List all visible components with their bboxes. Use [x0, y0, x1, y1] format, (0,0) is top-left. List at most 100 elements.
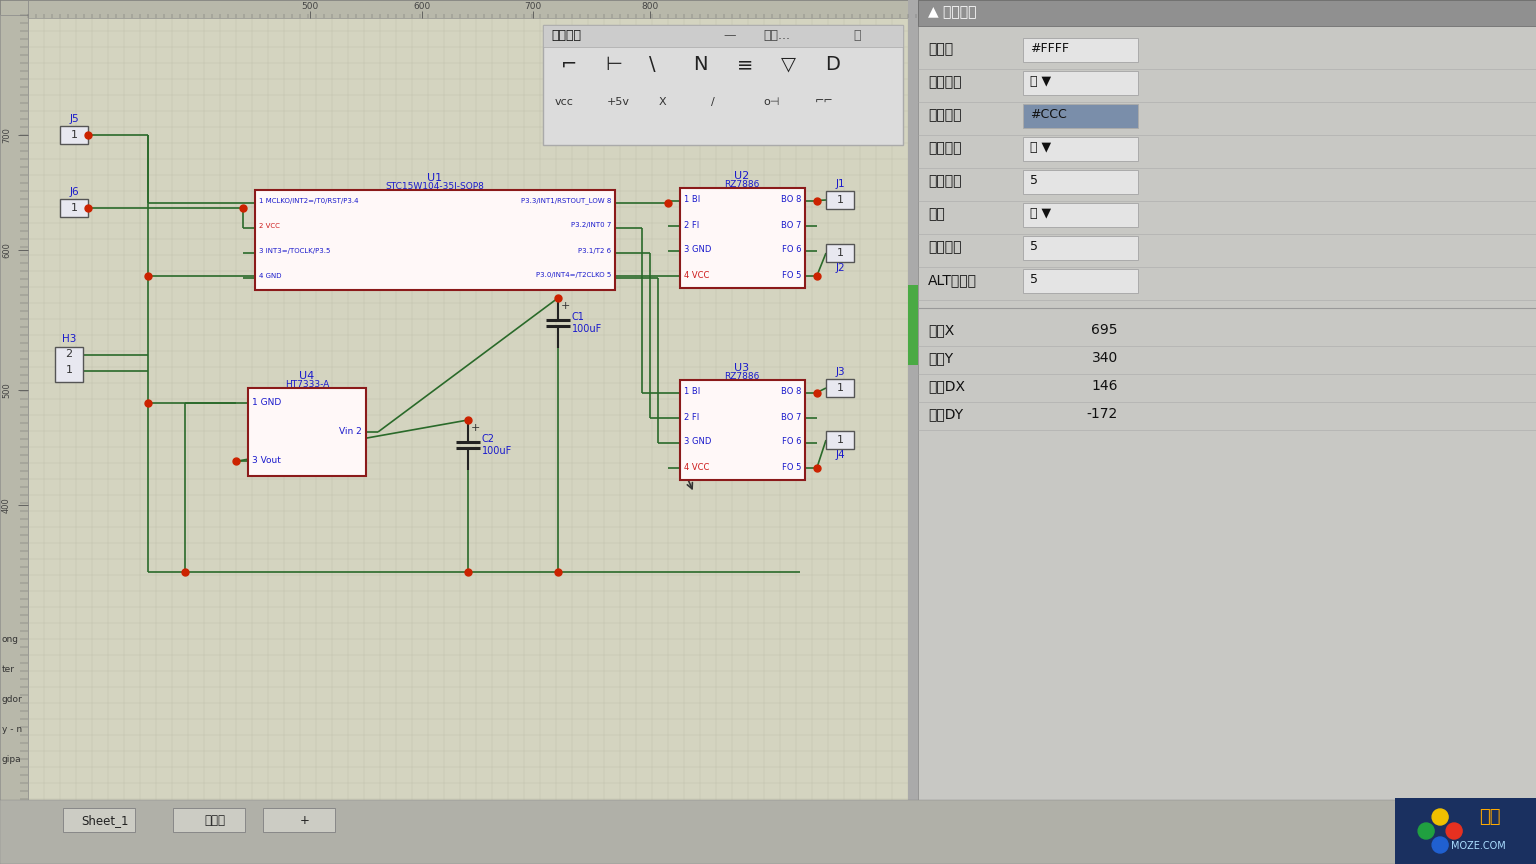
Text: MOZE.COM: MOZE.COM [1452, 841, 1507, 851]
Text: FO 5: FO 5 [782, 270, 800, 279]
Text: RZ7886: RZ7886 [725, 180, 760, 189]
Bar [680, 188, 805, 288]
Text: J3: J3 [836, 367, 845, 377]
Bar [60, 126, 88, 144]
Text: U2: U2 [734, 171, 750, 181]
Text: P3.3/INT1/RSTOUT_LOW 8: P3.3/INT1/RSTOUT_LOW 8 [521, 198, 611, 204]
Text: 网格大小: 网格大小 [928, 174, 962, 188]
Text: 400: 400 [2, 497, 11, 513]
Text: U1: U1 [427, 173, 442, 183]
Bar [60, 199, 88, 217]
Text: J6: J6 [69, 187, 78, 197]
Text: 1: 1 [71, 203, 77, 213]
Bar [1023, 170, 1138, 194]
Circle shape [1432, 837, 1448, 853]
Text: 是 ▼: 是 ▼ [1031, 207, 1051, 220]
Bar [826, 431, 854, 449]
Text: 1: 1 [837, 383, 843, 393]
Text: 1 BI: 1 BI [684, 195, 700, 205]
Bar [919, 0, 1536, 26]
Text: 100uF: 100uF [571, 324, 602, 334]
Text: 5: 5 [1031, 174, 1038, 187]
Text: RZ7886: RZ7886 [725, 372, 760, 381]
Text: H3: H3 [61, 334, 77, 344]
Text: ⊢: ⊢ [605, 55, 622, 74]
Text: 2 VCC: 2 VCC [260, 223, 280, 228]
Text: BO 7: BO 7 [780, 412, 800, 422]
Text: 3 GND: 3 GND [684, 245, 711, 255]
Text: -172: -172 [1087, 407, 1118, 421]
Text: 光标DY: 光标DY [928, 407, 963, 421]
Text: 别人的: 别人的 [204, 814, 226, 827]
Bar [1023, 71, 1138, 95]
Bar [174, 808, 246, 832]
Text: 800: 800 [642, 2, 659, 11]
Bar [544, 25, 903, 47]
Text: 3 GND: 3 GND [684, 437, 711, 447]
Text: 口: 口 [852, 29, 860, 42]
Bar [680, 380, 805, 480]
Text: gdor: gdor [2, 695, 23, 704]
Text: 1 MCLKO/INT2=/T0/RST/P3.4: 1 MCLKO/INT2=/T0/RST/P3.4 [260, 198, 358, 204]
Text: 光标X: 光标X [928, 323, 954, 337]
Bar [28, 15, 919, 815]
Text: 光标Y: 光标Y [928, 351, 954, 365]
Text: X: X [659, 97, 667, 107]
Text: 700: 700 [2, 127, 11, 143]
Bar [1023, 236, 1138, 260]
Text: FO 6: FO 6 [782, 437, 800, 447]
Bar [919, 0, 1536, 864]
Text: +5v: +5v [607, 97, 630, 107]
Text: ▽: ▽ [780, 55, 796, 74]
Circle shape [1445, 823, 1462, 839]
Text: 1: 1 [837, 195, 843, 205]
Text: 网格可见: 网格可见 [928, 75, 962, 89]
Text: ⌐⌐: ⌐⌐ [816, 97, 834, 107]
Bar [826, 379, 854, 397]
Text: 网格颜色: 网格颜色 [928, 108, 962, 122]
Text: 340: 340 [1092, 351, 1118, 365]
Text: 吸附: 吸附 [928, 207, 945, 221]
Text: P3.1/T2 6: P3.1/T2 6 [578, 247, 611, 253]
Text: U4: U4 [300, 371, 315, 381]
Bar [1395, 798, 1536, 864]
Bar [247, 388, 366, 476]
Text: ALT键栅格: ALT键栅格 [928, 273, 977, 287]
Text: J1: J1 [836, 179, 845, 189]
Text: ▲ 画布属性: ▲ 画布属性 [928, 5, 977, 19]
Text: +: + [300, 814, 310, 827]
Text: vcc: vcc [554, 97, 574, 107]
Text: /: / [711, 97, 714, 107]
Text: BO 8: BO 8 [780, 195, 800, 205]
Bar [1023, 137, 1138, 161]
Text: 146: 146 [1092, 379, 1118, 393]
Text: 2 FI: 2 FI [684, 220, 699, 230]
Bar [908, 0, 919, 864]
Text: J2: J2 [836, 263, 845, 273]
Text: 100uF: 100uF [482, 446, 511, 456]
Text: J5: J5 [69, 114, 78, 124]
Text: o⊣: o⊣ [763, 97, 779, 107]
Circle shape [1418, 823, 1435, 839]
Text: ≡: ≡ [737, 55, 753, 74]
Text: FO 5: FO 5 [782, 462, 800, 472]
Text: gipa: gipa [2, 755, 22, 764]
Text: 2 FI: 2 FI [684, 412, 699, 422]
Text: —: — [723, 29, 736, 42]
Bar [263, 808, 335, 832]
Text: J4: J4 [836, 450, 845, 460]
Text: P3.2/INT0 7: P3.2/INT0 7 [571, 223, 611, 228]
Text: ong: ong [2, 635, 18, 644]
Text: C1: C1 [571, 312, 585, 322]
Bar [908, 285, 919, 365]
Text: 695: 695 [1092, 323, 1118, 337]
Bar [55, 347, 83, 382]
Text: 模吧: 模吧 [1479, 808, 1501, 826]
Text: FO 6: FO 6 [782, 245, 800, 255]
Text: 4 VCC: 4 VCC [684, 270, 710, 279]
Bar [1023, 269, 1138, 293]
Text: 5: 5 [1031, 273, 1038, 286]
Bar [0, 15, 28, 815]
Text: +: + [472, 423, 481, 433]
Text: 电气工具: 电气工具 [551, 29, 581, 42]
